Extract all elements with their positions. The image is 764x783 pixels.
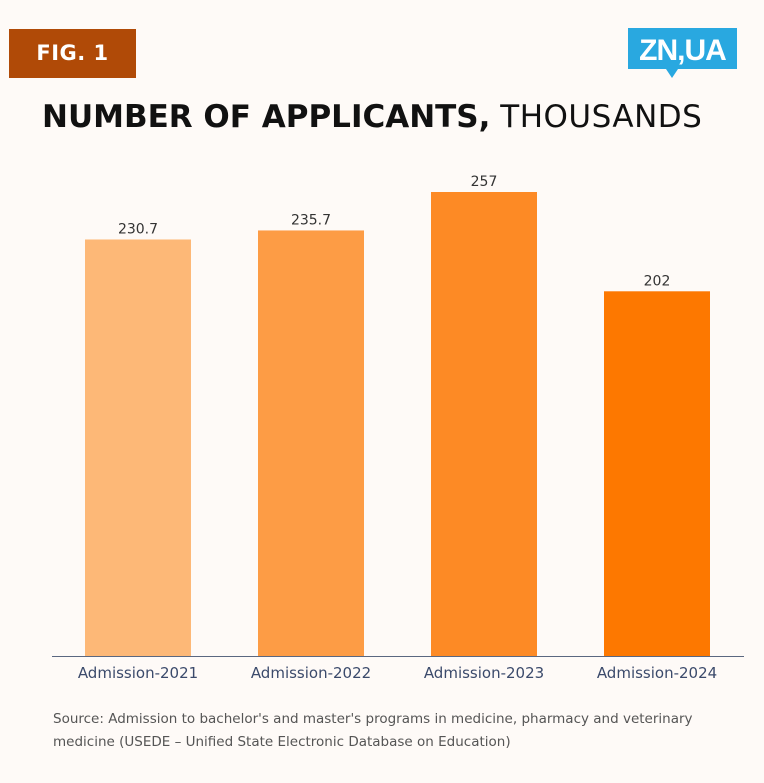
logo-background — [628, 28, 737, 78]
value-label: 202 — [644, 273, 671, 289]
value-label: 230.7 — [118, 221, 158, 237]
figure-badge: FIG. 1 — [9, 29, 136, 78]
bar-admission-2022 — [258, 230, 364, 656]
category-label: Admission-2024 — [597, 664, 717, 682]
category-label: Admission-2023 — [424, 664, 544, 682]
chart-title-main: NUMBER OF APPLICANTS, — [42, 99, 491, 135]
bar-admission-2024 — [604, 291, 710, 656]
bar-admission-2021 — [85, 239, 191, 656]
chart-title: NUMBER OF APPLICANTS, THOUSANDS — [42, 97, 702, 137]
zn-ua-logo: ZN,UA — [628, 28, 737, 78]
chart-title-unit: THOUSANDS — [500, 99, 703, 135]
category-label: Admission-2021 — [78, 664, 198, 682]
value-label: 257 — [471, 174, 498, 190]
logo-text: ZN,UA — [639, 34, 726, 67]
bar-admission-2023 — [431, 192, 537, 656]
source-note: Source: Admission to bachelor's and mast… — [53, 711, 693, 750]
value-label: 235.7 — [291, 212, 331, 228]
category-label: Admission-2022 — [251, 664, 371, 682]
bar-chart: 230.7 Admission-2021 235.7 Admission-2022 25… — [52, 174, 744, 682]
